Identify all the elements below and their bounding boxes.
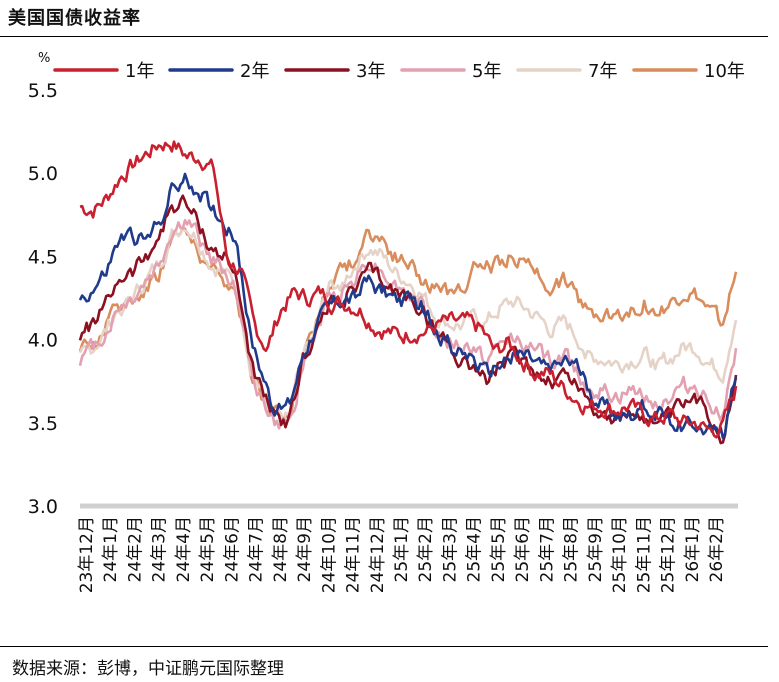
legend: 1年 2年 3年 5年 7年 10年 xyxy=(53,61,745,82)
x-tick-label: 24年9月 xyxy=(295,516,315,582)
x-tick-label: 25年1月 xyxy=(392,516,412,582)
series-line-7年 xyxy=(78,227,738,424)
x-tick-label: 25年10月 xyxy=(610,516,630,593)
series-line-2年 xyxy=(78,172,738,440)
x-tick-label: 25年5月 xyxy=(489,516,509,582)
legend-label: 2年 xyxy=(240,61,269,82)
legend-label: 7年 xyxy=(588,61,617,82)
series-group xyxy=(78,140,738,445)
y-tick-label: 5.5 xyxy=(28,80,58,102)
series-line-1年 xyxy=(79,140,738,439)
chart-title: 美国国债收益率 xyxy=(8,8,141,29)
x-tick-label: 26年1月 xyxy=(683,516,703,582)
y-unit-label: % xyxy=(38,51,50,66)
x-tick-label: 24年2月 xyxy=(126,516,146,582)
series-line-3年 xyxy=(78,194,738,445)
legend-label: 5年 xyxy=(472,61,501,82)
x-tick-label: 25年9月 xyxy=(586,516,606,582)
footer-rule xyxy=(0,646,768,647)
source-note: 数据来源：彭博，中证鹏元国际整理 xyxy=(12,659,284,679)
x-tick-label: 25年11月 xyxy=(634,516,654,593)
legend-label: 10年 xyxy=(704,61,745,82)
x-tick-label: 24年3月 xyxy=(150,516,170,582)
legend-label: 1年 xyxy=(125,61,154,82)
x-tick-label: 25年6月 xyxy=(513,516,533,582)
x-tick-label: 24年12月 xyxy=(368,516,388,593)
x-axis: 23年12月 24年1月 24年2月 24年3月 24年4月 24年5月 24年6月 24年7… xyxy=(77,516,727,593)
x-tick-label: 24年7月 xyxy=(247,516,267,582)
x-tick-label: 24年6月 xyxy=(222,516,242,582)
x-tick-label: 23年12月 xyxy=(77,516,97,593)
x-tick-label: 26年2月 xyxy=(707,516,727,582)
x-tick-label: 25年7月 xyxy=(537,516,557,582)
x-tick-label: 24年10月 xyxy=(319,516,339,593)
series-line-10年 xyxy=(78,226,738,421)
y-tick-label: 3.0 xyxy=(28,496,58,518)
x-tick-label: 24年5月 xyxy=(198,516,218,582)
x-tick-label: 25年8月 xyxy=(562,516,582,582)
y-axis: % 3.0 3.5 4.0 4.5 5.0 5.5 xyxy=(28,51,738,518)
x-tick-label: 24年4月 xyxy=(174,516,194,582)
x-tick-label: 24年8月 xyxy=(271,516,291,582)
x-tick-label: 25年12月 xyxy=(659,516,679,593)
x-tick-label: 24年11月 xyxy=(344,516,364,593)
x-tick-label: 25年2月 xyxy=(416,516,436,582)
y-tick-label: 4.0 xyxy=(28,330,58,352)
x-tick-label: 24年1月 xyxy=(101,516,121,582)
x-tick-label: 25年4月 xyxy=(465,516,485,582)
y-tick-label: 4.5 xyxy=(28,246,58,268)
series-line-5年 xyxy=(78,218,738,430)
title-rule xyxy=(0,36,768,37)
y-tick-label: 3.5 xyxy=(28,413,58,435)
y-tick-label: 5.0 xyxy=(28,163,58,185)
legend-label: 3年 xyxy=(356,61,385,82)
x-tick-label: 25年3月 xyxy=(441,516,461,582)
